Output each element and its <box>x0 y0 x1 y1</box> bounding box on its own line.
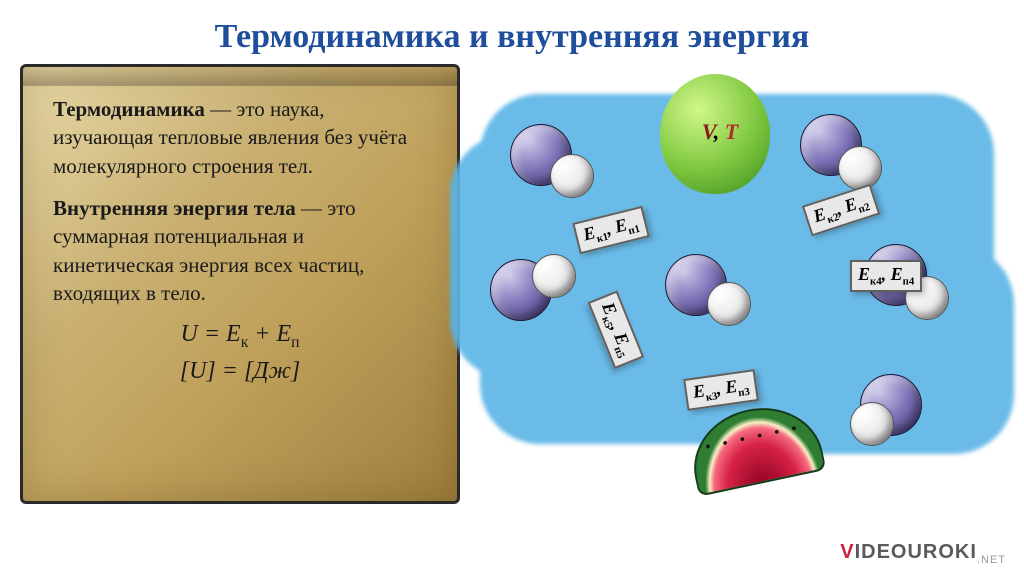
definition-1: Термодинамика — это наука, изучающая теп… <box>53 95 427 180</box>
balloon-label: V, T <box>660 119 780 145</box>
term-2: Внутренняя энергия тела <box>53 196 296 220</box>
watermark-rest: IDEOUROKI <box>855 541 977 563</box>
balloon-sep: , <box>714 119 725 144</box>
f1-lhs: U <box>180 321 197 347</box>
formula-energy: U = Eк + Eп <box>53 321 427 352</box>
f1-e1: E <box>226 321 241 347</box>
molecule <box>850 374 940 454</box>
watermark-v: V <box>840 541 854 563</box>
content-row: Термодинамика — это наука, изучающая теп… <box>0 64 1024 504</box>
page-title: Термодинамика и внутренняя энергия <box>0 0 1024 64</box>
f1-e2: E <box>276 321 291 347</box>
atom-small <box>707 282 751 326</box>
molecule <box>800 114 890 194</box>
illustration-panel: V, T Eк1, Eп1Eк2, Eп2Eк4, Eп4Eк5, Eп5Eк3… <box>470 64 1004 504</box>
watermark-net: .NET <box>977 554 1006 566</box>
balloon: V, T <box>660 74 780 214</box>
atom-small <box>550 154 594 198</box>
f1-s2: п <box>291 334 299 351</box>
atom-small <box>838 146 882 190</box>
formula-units: [U] = [Дж] <box>53 358 427 385</box>
f2-rhs: [Дж] <box>244 358 300 384</box>
atom-small <box>850 402 894 446</box>
watermark: VIDEOUROKI.NET <box>840 541 1006 566</box>
term-1: Термодинамика <box>53 97 205 121</box>
definition-2: Внутренняя энергия тела — это суммарная … <box>53 194 427 307</box>
energy-label: Eк4, Eп4 <box>850 260 922 292</box>
definition-paper: Термодинамика — это наука, изучающая теп… <box>20 64 460 504</box>
balloon-t: T <box>725 119 738 144</box>
f2-lhs: [U] <box>180 358 216 384</box>
molecule <box>490 254 580 334</box>
f2-eq: = <box>216 358 244 384</box>
atom-small <box>532 254 576 298</box>
molecule <box>665 254 755 334</box>
molecule <box>510 124 600 204</box>
f1-plus: + <box>248 321 276 347</box>
balloon-v: V <box>702 119 714 144</box>
